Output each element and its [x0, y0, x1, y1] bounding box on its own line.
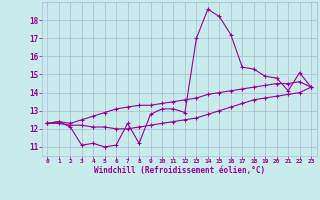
X-axis label: Windchill (Refroidissement éolien,°C): Windchill (Refroidissement éolien,°C): [94, 166, 265, 175]
